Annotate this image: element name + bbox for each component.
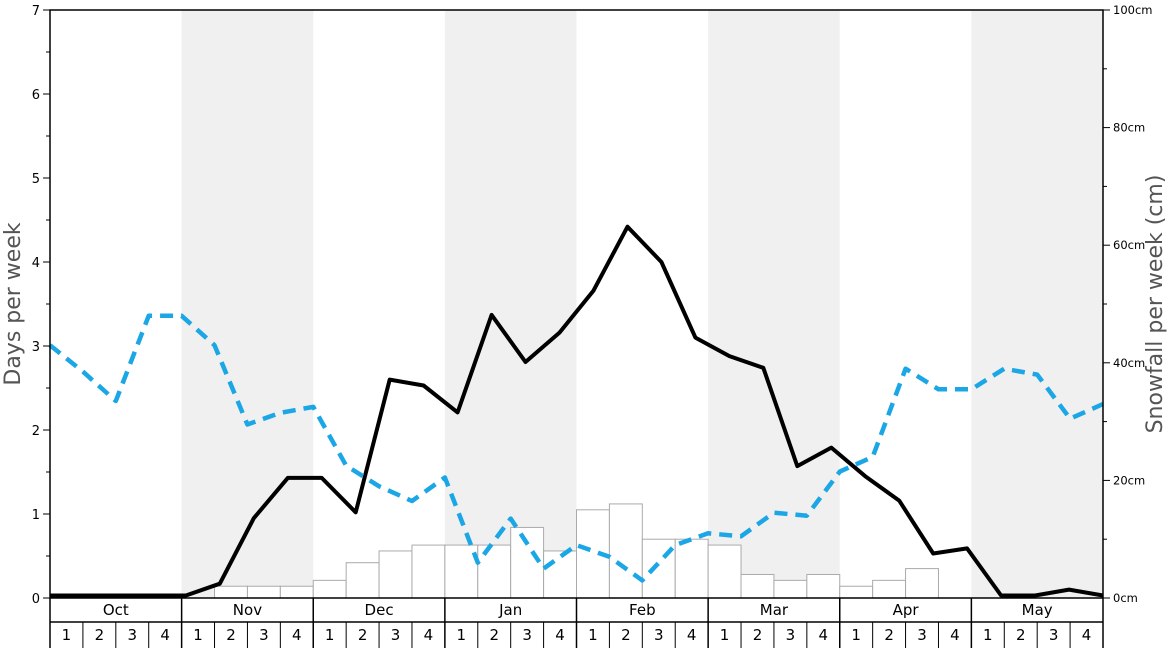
month-bands xyxy=(181,10,1103,598)
right-tick-label: 20cm xyxy=(1113,473,1145,487)
week-label: 2 xyxy=(489,626,499,644)
week-label: 3 xyxy=(391,626,401,644)
snowfall-bar xyxy=(312,579,347,599)
week-label: 2 xyxy=(1016,626,1026,644)
snowfall-bar xyxy=(839,585,874,599)
solid-series-line xyxy=(50,224,1104,598)
snowfall-bar xyxy=(740,573,775,599)
month-band-mar xyxy=(708,10,840,598)
left-tick-label: 3 xyxy=(32,340,40,355)
week-label: 1 xyxy=(193,626,203,644)
snowfall-bar xyxy=(214,585,248,599)
right-tick-label: 40cm xyxy=(1113,356,1145,370)
snowfall-bar xyxy=(773,579,808,599)
week-label: 3 xyxy=(522,626,532,644)
left-tick-label: 4 xyxy=(32,256,40,271)
snowfall-bar xyxy=(674,538,709,599)
week-label: 2 xyxy=(884,626,894,644)
right-axis: 0cm 20cm 40cm 60cm 80cm 100cm xyxy=(1103,3,1152,605)
month-label-apr: Apr xyxy=(893,601,920,619)
week-label: 3 xyxy=(259,626,269,644)
left-tick-label: 2 xyxy=(32,424,40,439)
week-label: 1 xyxy=(457,626,467,644)
left-tick-label: 1 xyxy=(32,508,40,523)
week-label: 4 xyxy=(1082,626,1092,644)
month-label-nov: Nov xyxy=(233,601,262,619)
week-label: 4 xyxy=(292,626,302,644)
month-label-feb: Feb xyxy=(629,601,656,619)
week-label: 1 xyxy=(851,626,861,644)
week-label: 1 xyxy=(62,626,72,644)
left-tick-label: 5 xyxy=(32,172,40,187)
dashed-series-line xyxy=(48,313,1104,583)
week-label: 2 xyxy=(95,626,105,644)
snowfall-bar xyxy=(279,585,314,599)
snowfall-bar xyxy=(872,579,907,599)
series-lines xyxy=(48,224,1104,598)
week-label: 2 xyxy=(753,626,763,644)
snowfall-bar xyxy=(510,526,545,599)
right-tick-label: 60cm xyxy=(1113,238,1145,252)
week-label: 3 xyxy=(786,626,796,644)
week-label: 1 xyxy=(983,626,993,644)
month-band-jan xyxy=(444,10,577,598)
left-tick-label: 6 xyxy=(32,88,40,103)
week-label: 4 xyxy=(160,626,170,644)
week-label: 4 xyxy=(819,626,829,644)
week-label: 3 xyxy=(127,626,137,644)
month-label-mar: Mar xyxy=(760,601,789,619)
right-tick-label: 80cm xyxy=(1113,121,1145,135)
week-label: 2 xyxy=(358,626,368,644)
month-label-dec: Dec xyxy=(365,601,394,619)
month-label-may: May xyxy=(1022,601,1053,619)
week-label: 3 xyxy=(917,626,927,644)
snowfall-bar xyxy=(411,544,446,599)
week-label: 1 xyxy=(720,626,730,644)
month-label-oct: Oct xyxy=(103,601,129,619)
week-label: 4 xyxy=(424,626,434,644)
month-week-axis: Oct 1 2 3 4 Nov 1 2 3 4 Dec 1 2 3 4 Jan 1 2 3 4 Feb 1 2 3 4 Mar 1 2… xyxy=(49,598,1104,648)
left-tick-label: 0 xyxy=(32,592,40,607)
y-axis-left-title: Days per week xyxy=(1,222,26,385)
week-label: 4 xyxy=(950,626,960,644)
snowfall-bar xyxy=(345,562,380,599)
snowfall-bars xyxy=(214,503,939,599)
week-label: 4 xyxy=(687,626,697,644)
snowfall-bar xyxy=(543,550,577,599)
month-label-jan: Jan xyxy=(498,601,522,619)
week-label: 3 xyxy=(654,626,664,644)
left-tick-label: 7 xyxy=(32,4,40,19)
week-label: 1 xyxy=(588,626,598,644)
snowfall-bar xyxy=(246,585,281,599)
week-label: 2 xyxy=(226,626,236,644)
week-label: 2 xyxy=(621,626,631,644)
month-band-may xyxy=(971,10,1103,598)
snowfall-bar xyxy=(707,544,742,599)
snowfall-bar xyxy=(806,573,841,599)
snowfall-bar xyxy=(378,550,413,599)
right-tick-label: 0cm xyxy=(1113,591,1138,605)
week-label: 4 xyxy=(555,626,565,644)
snowfall-bar xyxy=(905,568,939,599)
week-label: 3 xyxy=(1049,626,1059,644)
snowfall-bar xyxy=(608,503,643,599)
y-axis-right-title: Snowfall per week (cm) xyxy=(1143,175,1168,434)
month-band-nov xyxy=(181,10,314,598)
left-axis: 0 1 2 3 4 5 6 7 xyxy=(32,4,50,607)
week-label: 1 xyxy=(325,626,335,644)
right-tick-label: 100cm xyxy=(1113,3,1152,17)
